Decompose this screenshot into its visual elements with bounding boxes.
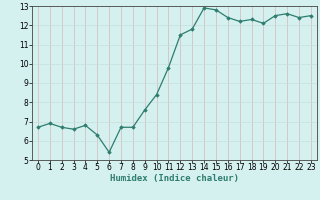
X-axis label: Humidex (Indice chaleur): Humidex (Indice chaleur)	[110, 174, 239, 183]
